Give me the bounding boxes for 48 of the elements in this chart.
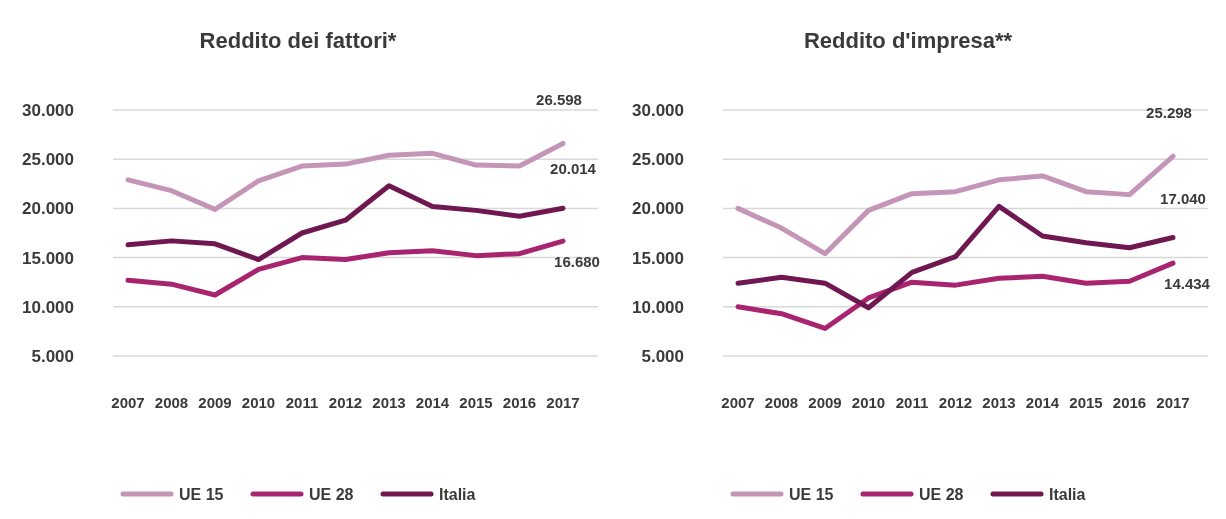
y-tick-label: 15.000 xyxy=(22,248,74,268)
x-tick-label: 2012 xyxy=(938,394,973,411)
x-tick-label: 2015 xyxy=(459,394,493,411)
y-tick-label: 5.000 xyxy=(641,346,684,366)
data-label: 14.434 xyxy=(1164,275,1211,293)
y-tick-label: 10.000 xyxy=(632,297,684,317)
y-tick-label: 25.000 xyxy=(22,150,74,170)
chart-title: Reddito d'impresa** xyxy=(803,28,1013,53)
x-tick-label: 2009 xyxy=(198,394,232,411)
x-tick-label: 2008 xyxy=(764,394,799,411)
x-tick-label: 2013 xyxy=(982,394,1016,411)
legend-label: UE 15 xyxy=(179,485,224,503)
y-tick-label: 30.000 xyxy=(22,100,74,120)
x-tick-label: 2008 xyxy=(154,394,189,411)
data-label: 17.040 xyxy=(1160,189,1206,207)
x-tick-label: 2016 xyxy=(1112,394,1147,411)
y-tick-label: 20.000 xyxy=(22,199,74,219)
y-tick-label: 5.000 xyxy=(31,346,74,366)
chart-title: Reddito dei fattori* xyxy=(199,28,397,53)
y-tick-label: 25.000 xyxy=(632,150,684,170)
y-tick-label: 15.000 xyxy=(632,248,684,268)
x-tick-label: 2011 xyxy=(285,394,319,411)
x-tick-label: 2017 xyxy=(1156,394,1190,411)
x-tick-label: 2012 xyxy=(328,394,363,411)
x-tick-label: 2016 xyxy=(502,394,537,411)
legend-label: UE 15 xyxy=(789,485,834,503)
x-tick-label: 2015 xyxy=(1069,394,1103,411)
x-tick-label: 2010 xyxy=(241,394,276,411)
legend-label: UE 28 xyxy=(919,485,964,503)
x-tick-label: 2014 xyxy=(415,394,450,411)
legend-label: UE 28 xyxy=(309,485,354,503)
legend-label: Italia xyxy=(1049,485,1086,503)
x-tick-label: 2010 xyxy=(851,394,886,411)
legend-label: Italia xyxy=(439,485,476,503)
data-label: 20.014 xyxy=(550,160,597,178)
data-label: 25.298 xyxy=(1146,104,1192,122)
data-label: 16.680 xyxy=(554,253,600,271)
y-tick-label: 30.000 xyxy=(632,100,684,120)
x-tick-label: 2014 xyxy=(1025,394,1060,411)
data-label: 26.598 xyxy=(536,91,582,109)
x-tick-label: 2007 xyxy=(111,394,145,411)
x-tick-label: 2009 xyxy=(808,394,842,411)
x-tick-label: 2007 xyxy=(721,394,755,411)
y-tick-label: 20.000 xyxy=(632,199,684,219)
x-tick-label: 2017 xyxy=(546,394,580,411)
x-tick-label: 2013 xyxy=(372,394,406,411)
x-tick-label: 2011 xyxy=(895,394,929,411)
y-tick-label: 10.000 xyxy=(22,297,74,317)
